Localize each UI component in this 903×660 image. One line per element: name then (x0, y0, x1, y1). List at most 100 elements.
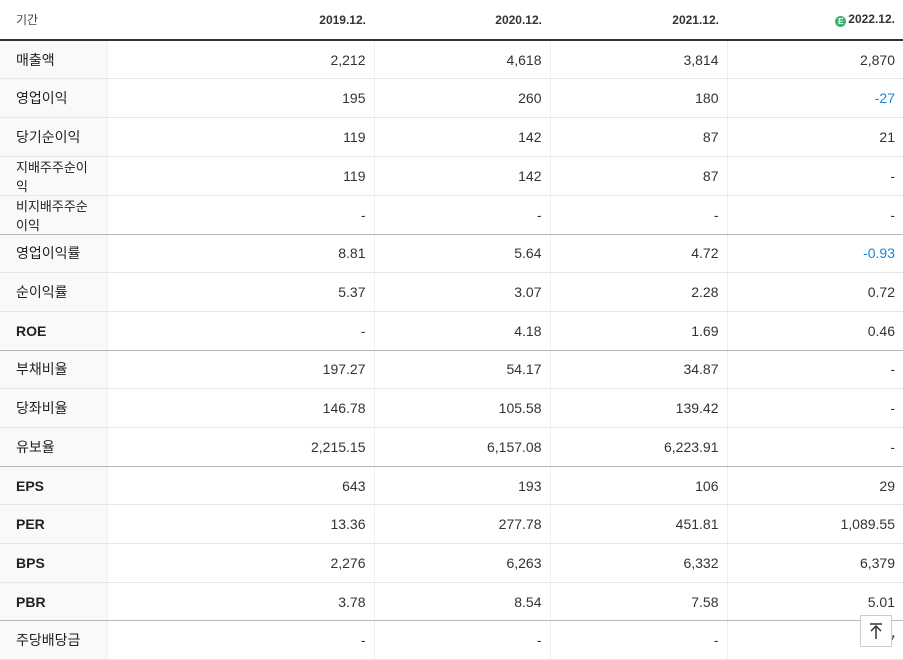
row-label: PBR (0, 582, 107, 622)
table-row: 비지배주주순이익 - - - - (0, 195, 903, 235)
table-cell: 197.27 (106, 350, 374, 390)
table-cell: 7.58 (549, 582, 727, 622)
table-cell: 6,157.08 (373, 427, 550, 467)
table-row: 당좌비율 146.78 105.58 139.42 - (0, 388, 903, 428)
row-label: 순이익률 (0, 272, 107, 312)
year-header: 2020.12. (374, 0, 550, 41)
year-header: 2019.12. (107, 0, 374, 41)
table-cell: 6,332 (549, 543, 727, 583)
row-label: PER (0, 504, 107, 545)
table-cell: 119 (106, 117, 374, 157)
table-row: PBR 3.78 8.54 7.58 5.01 (0, 582, 903, 622)
header-row: 기간 2019.12. 2020.12. 2021.12. E 2022.12. (0, 0, 903, 41)
table-cell: 5.01 (726, 582, 903, 622)
table-cell: - (106, 311, 374, 351)
row-label: 매출액 (0, 40, 107, 80)
table-cell: 2,212 (106, 40, 374, 80)
table-row: 지배주주순이익 119 142 87 - (0, 156, 903, 196)
table-row: EPS 643 193 106 29 (0, 466, 903, 506)
table-row: 당기순이익 119 142 87 21 (0, 117, 903, 157)
table-cell: 3,814 (549, 40, 727, 80)
table-cell: 146.78 (106, 388, 374, 428)
table-cell: 3.07 (373, 272, 550, 312)
table-cell: 106 (549, 466, 727, 506)
table-cell-negative: -27 (726, 78, 903, 118)
table-cell: 2,870 (726, 40, 903, 80)
table-cell: 277.78 (373, 504, 550, 545)
table-cell: 4.18 (373, 311, 550, 351)
table-cell: - (726, 156, 903, 196)
table-cell: 2.28 (549, 272, 727, 312)
year-header-estimate: E 2022.12. (727, 0, 903, 41)
row-label: 유보율 (0, 427, 107, 467)
table-cell: 6,263 (373, 543, 550, 583)
table-cell: 105.58 (373, 388, 550, 428)
scroll-to-top-button[interactable] (860, 615, 892, 647)
table-cell: 1,089.55 (726, 504, 903, 545)
table-cell: 0.72 (726, 272, 903, 312)
table-cell: - (549, 195, 727, 235)
row-label: EPS (0, 466, 107, 506)
table-cell: 29 (726, 466, 903, 506)
row-label: 당좌비율 (0, 388, 107, 428)
table-cell: 119 (106, 156, 374, 196)
row-label: 영업이익률 (0, 234, 107, 274)
table-cell: - (726, 427, 903, 467)
table-cell: - (106, 620, 374, 660)
table-row: 부채비율 197.27 54.17 34.87 - (0, 350, 903, 390)
table-row: 영업이익 195 260 180 -27 (0, 78, 903, 118)
table-cell: 142 (373, 156, 550, 196)
row-label: ROE (0, 311, 107, 351)
table-cell: 54.17 (373, 350, 550, 390)
row-label: 비지배주주순이익 (0, 195, 107, 235)
table-cell: - (549, 620, 727, 660)
table-cell: 180 (549, 78, 727, 118)
table-cell: 13.36 (106, 504, 374, 545)
table-cell: - (373, 620, 550, 660)
row-label: 지배주주순이익 (0, 156, 107, 196)
table-row: PER 13.36 277.78 451.81 1,089.55 (0, 504, 903, 545)
table-cell: 8.81 (106, 234, 374, 274)
table-cell: - (106, 195, 374, 235)
table-cell: 1.69 (549, 311, 727, 351)
row-label: 주당배당금 (0, 620, 107, 660)
estimate-icon: E (835, 16, 847, 27)
table-row: 매출액 2,212 4,618 3,814 2,870 (0, 40, 903, 80)
row-label: 당기순이익 (0, 117, 107, 157)
table-cell: 643 (106, 466, 374, 506)
table-cell: 2,215.15 (106, 427, 374, 467)
table-cell: 4,618 (373, 40, 550, 80)
row-label: BPS (0, 543, 107, 583)
table-cell: 6,223.91 (549, 427, 727, 467)
period-label: 기간 (0, 0, 107, 41)
table-cell: 21 (726, 117, 903, 157)
table-cell: - (726, 388, 903, 428)
table-cell: 193 (373, 466, 550, 506)
table-cell-negative: -0.93 (726, 234, 903, 274)
row-label: 부채비율 (0, 350, 107, 390)
table-cell: - (726, 195, 903, 235)
year-header: 2021.12. (550, 0, 727, 41)
table-cell: 3.78 (106, 582, 374, 622)
table-cell: 87 (549, 117, 727, 157)
table-cell: 34.87 (549, 350, 727, 390)
table-cell: 451.81 (549, 504, 727, 545)
table-cell: 87 (549, 156, 727, 196)
table-cell: 2,276 (106, 543, 374, 583)
arrow-up-icon (870, 623, 882, 639)
table-cell: 5.64 (373, 234, 550, 274)
table-cell: 0.46 (726, 311, 903, 351)
table-row: 주당배당금 - - - 7 (0, 620, 903, 660)
table-cell: 142 (373, 117, 550, 157)
table-row: 영업이익률 8.81 5.64 4.72 -0.93 (0, 234, 903, 274)
table-cell: 260 (373, 78, 550, 118)
table-cell: 195 (106, 78, 374, 118)
table-row: 순이익률 5.37 3.07 2.28 0.72 (0, 272, 903, 312)
table-row: ROE - 4.18 1.69 0.46 (0, 311, 903, 351)
table-cell: 6,379 (726, 543, 903, 583)
table-cell: 139.42 (549, 388, 727, 428)
table-row: BPS 2,276 6,263 6,332 6,379 (0, 543, 903, 583)
table-cell: 5.37 (106, 272, 374, 312)
table-cell: - (726, 350, 903, 390)
